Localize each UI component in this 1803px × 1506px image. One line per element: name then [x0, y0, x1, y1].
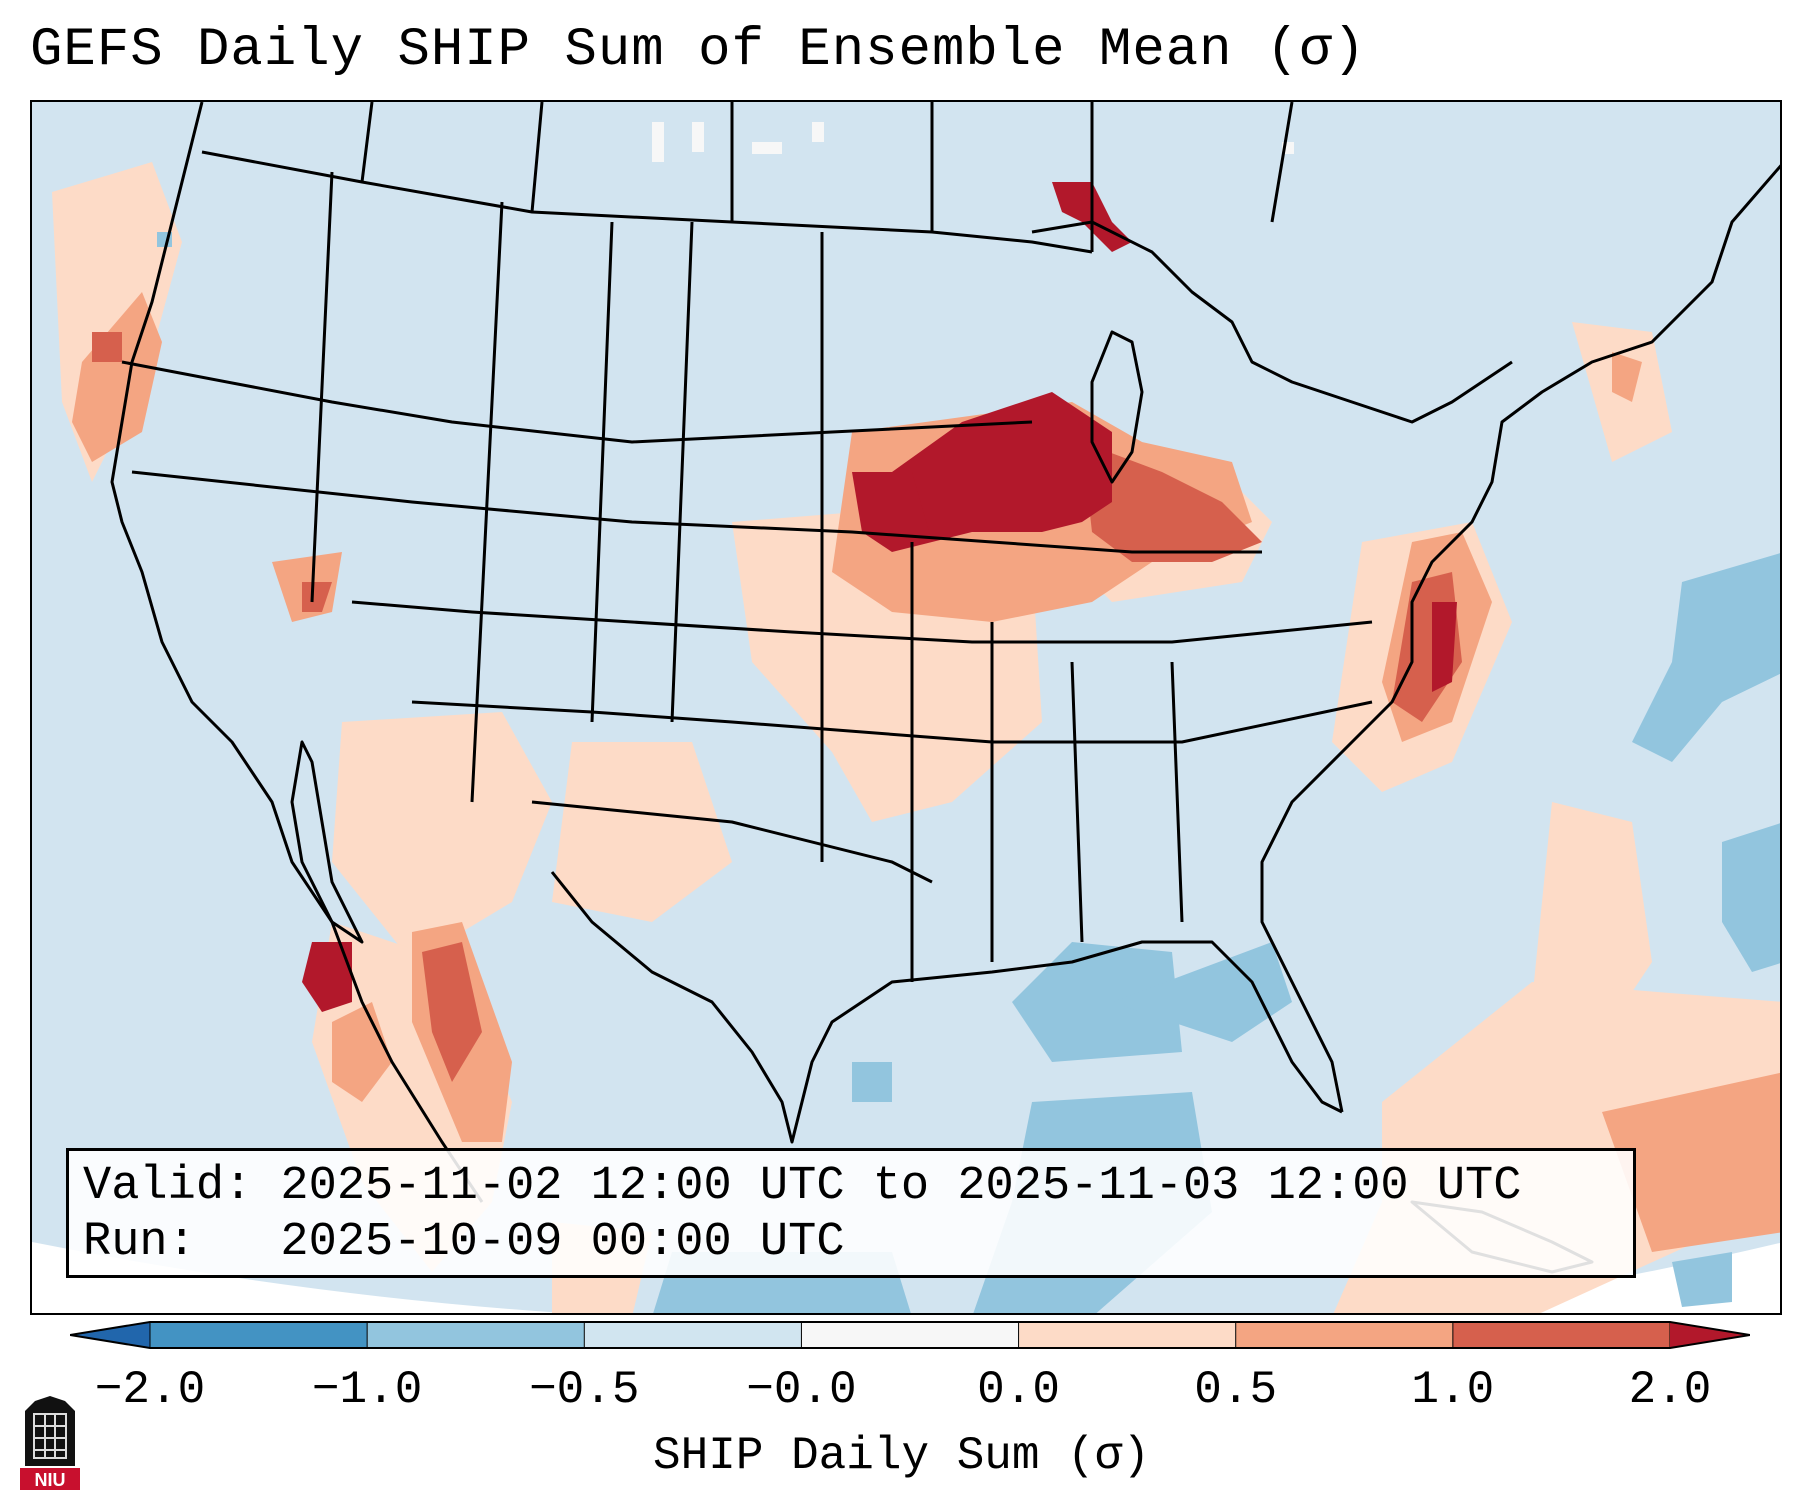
colorbar-tick-label: 2.0	[1628, 1364, 1712, 1416]
state-lines-north	[121, 360, 1033, 444]
state-lines-central	[131, 470, 1262, 554]
field-patch	[892, 392, 1112, 542]
valid-time-text: Valid: 2025-11-02 12:00 UTC to 2025-11-0…	[83, 1160, 1522, 1213]
colorbar-tick-label: 0.0	[977, 1364, 1060, 1416]
field-patch	[302, 582, 332, 612]
colorbar-bin	[1235, 1322, 1454, 1348]
field-light-red	[52, 162, 1780, 1313]
chart-title: GEFS Daily SHIP Sum of Ensemble Mean (σ)	[30, 20, 1367, 81]
field-patch	[1602, 1072, 1780, 1252]
field-patch	[1012, 942, 1182, 1062]
field-patch	[1112, 942, 1292, 1042]
state-lines-south	[411, 700, 1373, 744]
colorbar-bin	[801, 1322, 1020, 1348]
colorbar-bin	[367, 1322, 585, 1348]
colorbar-bin	[1452, 1322, 1671, 1348]
valid-run-info-box: Valid: 2025-11-02 12:00 UTC to 2025-11-0…	[66, 1148, 1636, 1278]
field-white	[652, 122, 1294, 162]
projection-edge-left	[32, 1242, 564, 1313]
field-patch	[332, 712, 552, 962]
field-patch	[1722, 823, 1780, 972]
colorbar-tick-label: 1.0	[1411, 1364, 1495, 1416]
field-patch	[552, 742, 732, 922]
field-patch	[1082, 442, 1262, 562]
colorbar-extend-low	[70, 1322, 150, 1348]
colorbar-extend-high	[1670, 1322, 1750, 1348]
field-patch	[1632, 553, 1780, 762]
field-patch	[422, 942, 482, 1082]
west-coastline	[110, 102, 484, 1203]
colorbar	[70, 1321, 1750, 1349]
great-lakes	[1031, 220, 1513, 424]
field-patch	[332, 1002, 392, 1102]
field-patch	[302, 942, 352, 1012]
field-patch	[852, 1062, 892, 1102]
run-time-text: Run: 2025-10-09 00:00 UTC	[83, 1216, 845, 1269]
canada-lines	[360, 102, 1294, 252]
map-canvas	[32, 102, 1780, 1313]
colorbar-tick-label: −2.0	[94, 1364, 206, 1416]
colorbar-tick-label: 0.5	[1194, 1364, 1278, 1416]
logo-text: NIU	[35, 1470, 66, 1490]
field-patch	[652, 122, 664, 162]
field-patch	[1432, 602, 1457, 692]
field-patch	[812, 122, 824, 142]
colorbar-bin	[1018, 1322, 1237, 1348]
gulf-coast	[550, 871, 1343, 1144]
colorbar-bin	[150, 1322, 368, 1348]
lake-michigan	[1090, 330, 1144, 484]
niu-logo: NIU	[20, 1396, 80, 1490]
colorbar-tick-label: −1.0	[311, 1364, 423, 1416]
field-patch	[1612, 352, 1642, 402]
baja-peninsula	[290, 740, 364, 944]
east-coastline	[1260, 164, 1780, 1113]
field-patch	[92, 332, 122, 362]
field-patch	[1672, 1252, 1732, 1307]
colorbar-tick-label: −0.0	[746, 1364, 857, 1416]
state-lines-mid	[351, 600, 1373, 644]
colorbar-bins	[149, 1322, 1671, 1348]
colorbar-outline	[70, 1321, 1750, 1349]
colorbar-bin	[584, 1322, 802, 1348]
map-panel	[30, 100, 1782, 1315]
us-canada-border	[201, 150, 1093, 254]
meridian-lines	[310, 171, 1184, 982]
field-patch	[752, 142, 782, 154]
field-patch	[692, 122, 704, 152]
colorbar-tick-label: −0.5	[529, 1364, 640, 1416]
colorbar-label: SHIP Daily Sum (σ)	[653, 1430, 1150, 1482]
field-patch	[72, 292, 162, 462]
